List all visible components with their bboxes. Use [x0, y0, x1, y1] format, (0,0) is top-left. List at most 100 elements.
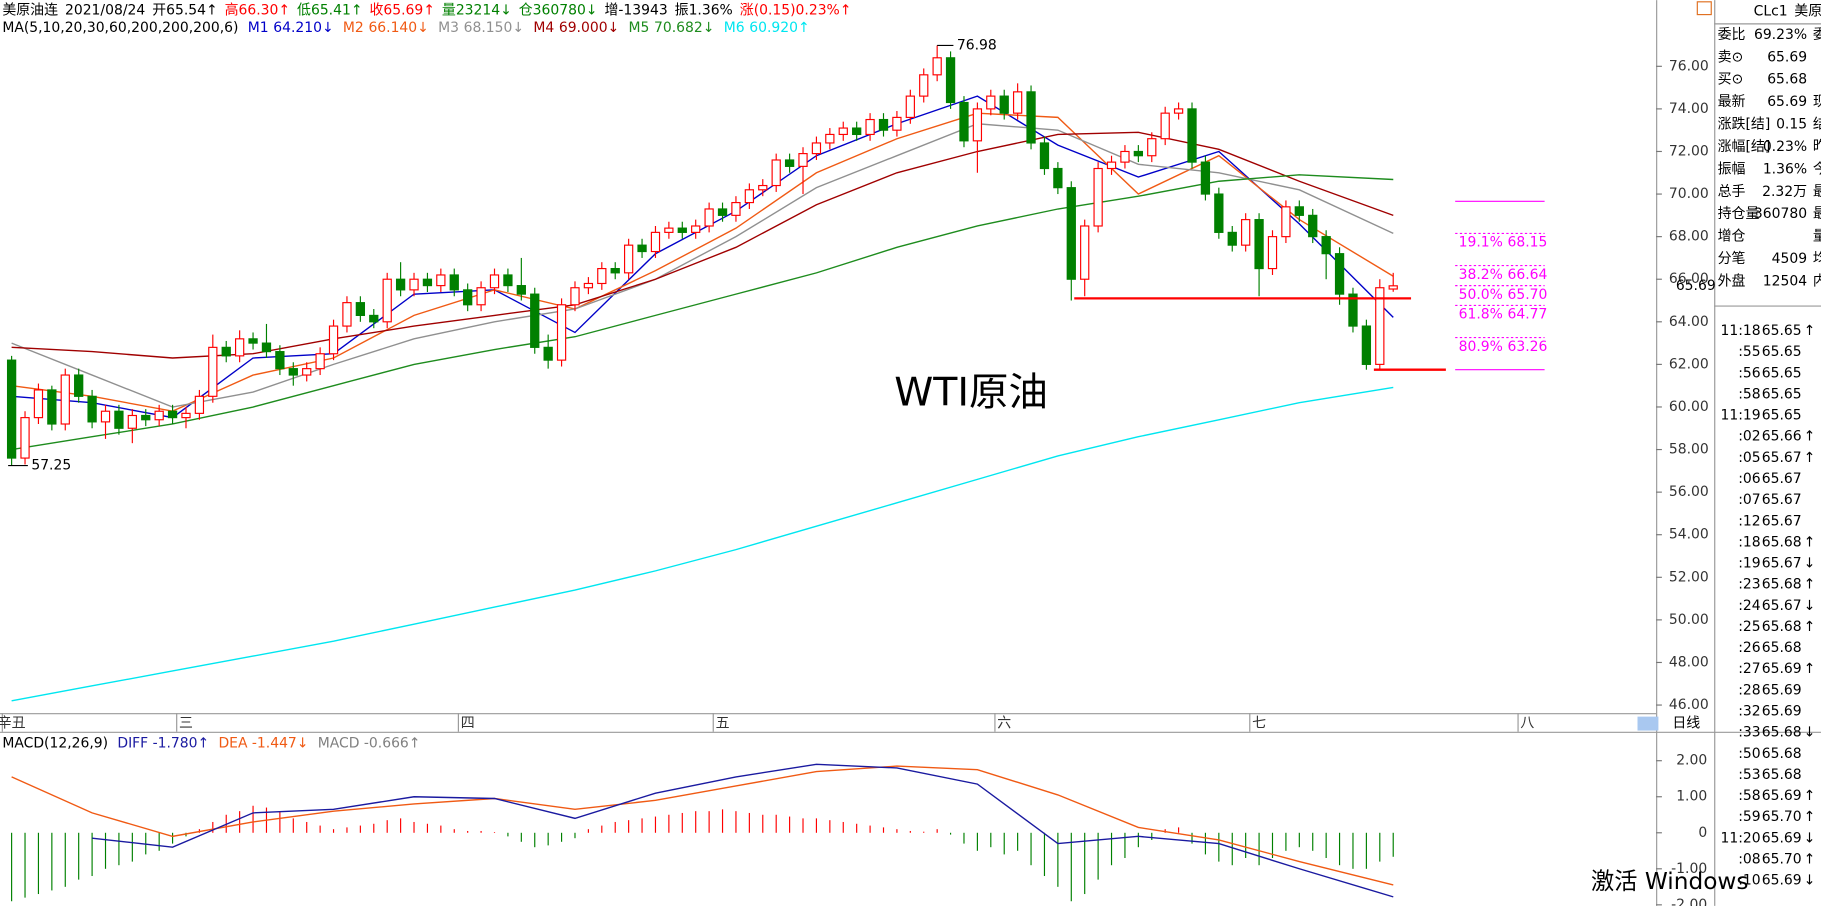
trade-price: 65.65 — [1762, 323, 1802, 339]
trade-time: :55 — [1738, 344, 1760, 360]
quote-value: 4509 — [1772, 251, 1807, 267]
candle-body — [261, 342, 272, 353]
candle-body — [194, 395, 205, 414]
trade-arrow: ↑ — [1804, 661, 1816, 677]
candle-body — [959, 101, 969, 142]
y-tick-label: 52.00 — [1669, 569, 1709, 585]
fib-label: 80.9% 63.26 — [1459, 339, 1548, 355]
trade-time: :56 — [1738, 365, 1760, 381]
candle-body — [1039, 142, 1050, 170]
trade-price: 65.68 — [1762, 746, 1802, 762]
chart-layer: 46.00 48.00 50.00 52.00 54.00 56.00 58.00 60.00… — [0, 27, 1821, 906]
candle-body — [932, 57, 942, 76]
quote-label: 振幅 — [1718, 161, 1746, 177]
header-item: 振1.36% — [675, 3, 733, 19]
candle-body — [597, 267, 607, 285]
trade-time: :02 — [1738, 429, 1760, 445]
trade-arrow: ↓ — [1804, 598, 1816, 614]
candle-body — [369, 314, 379, 323]
ma-name: M4 — [533, 20, 554, 36]
y-tick-label: 68.00 — [1669, 229, 1709, 245]
trade-arrow: ↓ — [1804, 830, 1816, 846]
candle-body — [1160, 112, 1170, 140]
quote-label: 持仓量 — [1718, 206, 1760, 222]
trade-arrow: ↑ — [1804, 577, 1816, 593]
candle-body — [1080, 225, 1090, 280]
trade-price: 65.69 — [1762, 661, 1802, 677]
candle-body — [315, 353, 325, 370]
trade-time: :50 — [1738, 746, 1760, 762]
trade-arrow: ↑ — [1804, 619, 1816, 635]
fib-label: 38.2% 66.64 — [1459, 267, 1548, 283]
quote-label: 分笔 — [1718, 251, 1746, 267]
candle-body — [892, 116, 902, 131]
candle-body — [1334, 253, 1345, 295]
candle-body — [717, 208, 728, 216]
candle-body — [1254, 219, 1264, 270]
quote-value: 2.32万 — [1762, 184, 1807, 200]
candle-body — [87, 395, 97, 423]
trade-price: 65.68 — [1762, 534, 1802, 550]
interval-label[interactable]: 日线 — [1672, 716, 1700, 732]
trade-price: 65.67 — [1762, 471, 1802, 487]
panel-icon[interactable] — [1696, 1, 1712, 16]
header-item: 高66.30↑ — [225, 2, 290, 19]
trade-time: :28 — [1738, 682, 1760, 698]
candle-body — [1348, 293, 1358, 327]
header-item: 增-13943 — [604, 3, 667, 19]
candle-body — [1388, 285, 1398, 290]
candle-body — [60, 374, 70, 425]
candle-body — [1294, 206, 1304, 216]
candle-body — [1066, 187, 1076, 280]
macd-y-tick-label: -2.00 — [1671, 897, 1707, 906]
trade-time: :24 — [1738, 598, 1761, 614]
trade-time: :12 — [1738, 513, 1760, 529]
candle-body — [570, 287, 580, 306]
y-tick-label: 74.00 — [1669, 101, 1709, 117]
candle-body — [275, 351, 285, 370]
trade-price: 65.65 — [1762, 344, 1802, 360]
candle-body — [677, 227, 687, 233]
y-tick-label: 54.00 — [1669, 527, 1709, 543]
candle-body — [489, 274, 500, 289]
trade-price: 65.68 — [1762, 577, 1802, 593]
quote-extra: 委 — [1813, 27, 1821, 43]
y-tick-label: 64.00 — [1669, 314, 1709, 330]
quote-extra: 内 — [1813, 273, 1821, 289]
header-item: 开65.54↑ — [152, 3, 217, 19]
candle-body — [1281, 206, 1291, 238]
fib-price: 65.70 — [1508, 287, 1548, 303]
fib-price: 64.77 — [1508, 307, 1548, 323]
ma-header: MA(5,10,20,30,60,200,200,200,6) M1 64.210↓… — [2, 20, 809, 36]
candle-body — [288, 368, 298, 376]
candle-body — [114, 410, 124, 429]
quote-label: 买⊙ — [1718, 72, 1744, 88]
ma-name: M3 — [438, 20, 459, 36]
trade-price: 65.69 — [1762, 682, 1802, 698]
trade-price: 65.65 — [1762, 386, 1802, 402]
candle-body — [556, 304, 567, 361]
candle-body — [208, 346, 218, 397]
y-tick-label: 48.00 — [1669, 654, 1709, 670]
trade-price: 65.69 — [1762, 704, 1802, 720]
quote-extra: 最 — [1813, 206, 1821, 222]
candle-body — [704, 208, 714, 227]
trade-price: 65.68 — [1762, 640, 1802, 656]
ma-name: M1 — [248, 20, 269, 36]
quote-value: 65.69 — [1767, 94, 1807, 110]
period-label: 辛丑 — [0, 716, 26, 732]
candle-body — [664, 227, 674, 233]
candle-body — [221, 346, 231, 357]
trade-price: 65.68 — [1762, 767, 1802, 783]
candle-body — [878, 118, 889, 131]
candle-body — [623, 244, 634, 274]
candle-body — [463, 289, 473, 306]
candle-body — [1026, 91, 1036, 144]
macd-y-tick-label: 2.00 — [1676, 753, 1707, 769]
fib-price: 68.15 — [1508, 235, 1548, 251]
trade-time: :33 — [1738, 725, 1760, 741]
candle-body — [784, 159, 795, 167]
scroll-box[interactable] — [1637, 716, 1659, 731]
last-price: 65.69 — [1676, 278, 1716, 294]
